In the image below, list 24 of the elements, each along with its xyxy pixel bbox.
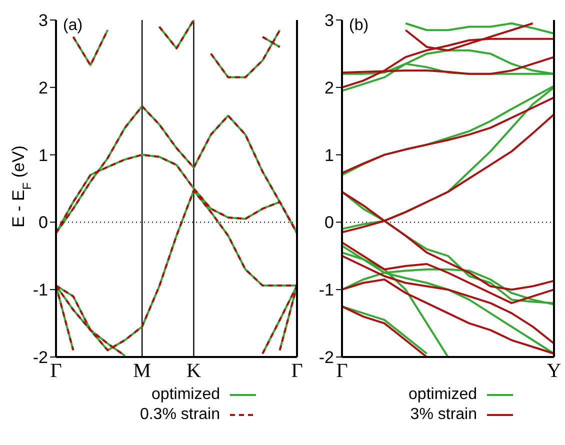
legend-label: 0.3% strain (140, 405, 220, 425)
legend-label: optimized (408, 385, 477, 405)
y-tick-label: 1 (324, 146, 334, 165)
x-tick-label: K (186, 360, 202, 382)
y-tick-label: 3 (38, 11, 48, 30)
x-tick-label: Γ (291, 360, 303, 382)
annotation: (b) (349, 17, 369, 34)
y-tick-label: -2 (318, 348, 334, 368)
y-tick-label: 0 (38, 213, 48, 232)
x-tick-label: Γ (50, 360, 62, 382)
y-tick-label: -1 (32, 280, 48, 300)
x-tick-label: Γ (336, 360, 348, 382)
y-tick-label: -1 (318, 280, 334, 300)
y-tick-label: 3 (324, 11, 334, 30)
y-tick-label: -2 (32, 348, 48, 368)
legend-label: 3% strain (410, 405, 477, 425)
legend-label: optimized (152, 385, 220, 405)
y-tick-label: 2 (38, 78, 48, 98)
y-tick-label: 2 (324, 78, 334, 98)
x-tick-label: M (133, 360, 152, 382)
annotation: (a) (63, 17, 83, 34)
y-tick-label: 1 (38, 146, 48, 165)
y-tick-label: 0 (324, 213, 334, 232)
x-tick-label: Y (546, 360, 562, 382)
